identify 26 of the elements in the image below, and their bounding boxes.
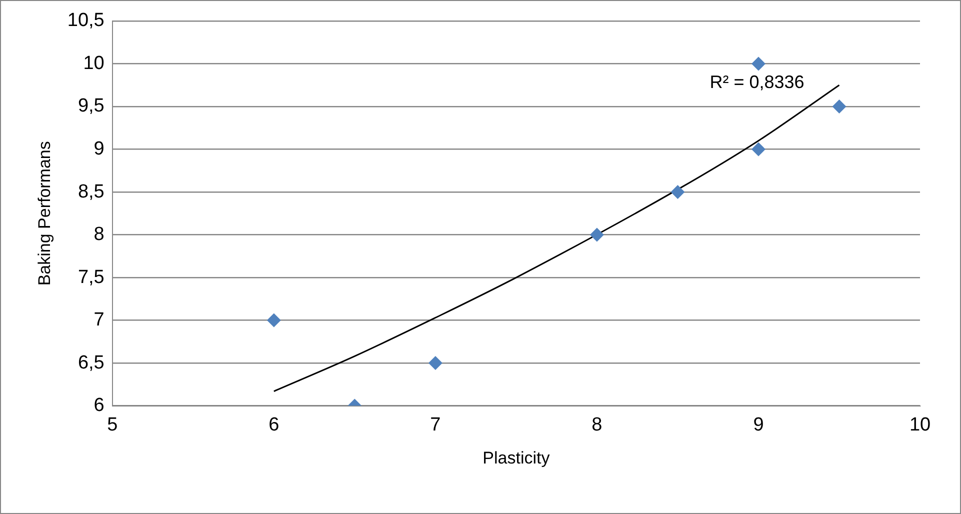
x-tick-label: 10	[909, 414, 931, 436]
x-tick-label: 8	[592, 414, 602, 436]
y-tick-label: 10	[83, 52, 104, 74]
point	[751, 142, 766, 156]
y-tick-label: 10,5	[67, 10, 104, 32]
point	[266, 313, 281, 328]
y-tick-label: 6	[94, 395, 104, 416]
x-tick-label: 7	[430, 414, 441, 436]
point	[751, 56, 766, 71]
point	[670, 185, 685, 200]
point	[832, 100, 846, 114]
point	[590, 228, 604, 242]
y-tick-label: 8	[94, 224, 104, 246]
y-tick-label: 6,5	[78, 352, 104, 374]
x-tick-label: 9	[753, 414, 764, 436]
y-tick-label: 7	[94, 310, 104, 331]
y-axis-title: Baking Performans	[34, 141, 54, 286]
x-tick-label: 5	[107, 414, 118, 436]
y-tick-label: 8,5	[78, 181, 104, 202]
point	[428, 356, 442, 370]
x-tick-label: 6	[268, 414, 280, 436]
x-axis-title: Plasticity	[482, 448, 550, 468]
annotation: R² = 0,8336	[710, 72, 804, 92]
y-tick-label: 9,5	[78, 96, 104, 117]
y-tick-label: 9	[94, 138, 104, 160]
y-tick-label: 7,5	[78, 266, 104, 288]
